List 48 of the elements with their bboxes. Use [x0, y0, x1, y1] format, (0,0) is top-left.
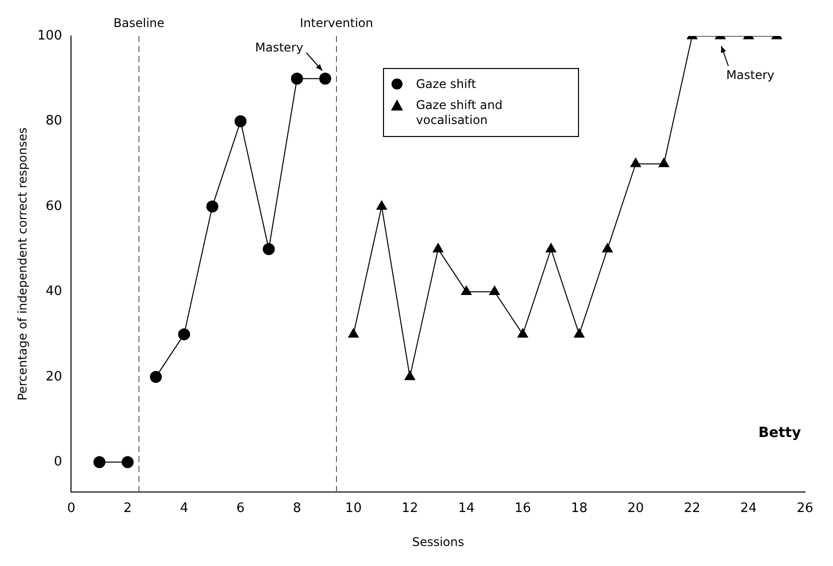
- x-tick-label: 24: [740, 501, 757, 516]
- x-tick-label: 18: [570, 501, 588, 516]
- point: [348, 328, 359, 338]
- point: [630, 158, 641, 168]
- point: [461, 286, 472, 295]
- x-tick-label: 22: [684, 501, 700, 516]
- point: [319, 72, 332, 85]
- ref-line-label: Intervention: [300, 16, 374, 30]
- point: [178, 328, 190, 340]
- x-tick-label: 14: [458, 501, 475, 516]
- x-tick-label: 8: [292, 501, 302, 516]
- legend-label: Gaze shift and vocalisation: [416, 98, 504, 128]
- point: [262, 243, 275, 256]
- annotation: Mastery: [255, 40, 304, 55]
- point: [546, 243, 556, 252]
- y-tick-label: 100: [37, 28, 62, 44]
- legend-label: Gaze shift: [416, 77, 476, 92]
- y-tick-label: 0: [54, 454, 62, 470]
- point: [518, 328, 528, 338]
- point: [404, 370, 416, 380]
- point: [290, 72, 303, 85]
- point: [602, 243, 613, 252]
- point: [150, 370, 162, 383]
- point: [489, 286, 500, 295]
- y-tick-label: 20: [46, 369, 62, 384]
- x-tick-label: 6: [236, 501, 245, 516]
- point: [658, 158, 670, 168]
- x-tick-label: 16: [514, 501, 532, 516]
- y-tick-label: 60: [46, 198, 62, 214]
- annotation: Betty: [758, 424, 801, 441]
- point: [574, 328, 584, 338]
- ref-line-label: Baseline: [114, 16, 164, 30]
- x-tick-label: 12: [402, 501, 418, 516]
- point: [376, 200, 387, 210]
- x-tick-label: 20: [627, 501, 644, 516]
- x-axis-title: Sessions: [412, 534, 464, 549]
- x-tick-label: 10: [345, 501, 362, 516]
- x-tick-label: 2: [124, 501, 132, 516]
- annotation: Mastery: [726, 68, 774, 82]
- x-tick-label: 4: [180, 501, 188, 516]
- point: [432, 243, 444, 252]
- y-tick-label: 80: [46, 114, 62, 129]
- x-tick-label: 0: [67, 501, 76, 516]
- point: [234, 115, 247, 128]
- x-tick-label: 26: [796, 501, 814, 516]
- y-tick-label: 40: [46, 284, 62, 300]
- y-axis-title: Percentage of independent correct responses: [15, 128, 30, 400]
- point: [206, 200, 218, 212]
